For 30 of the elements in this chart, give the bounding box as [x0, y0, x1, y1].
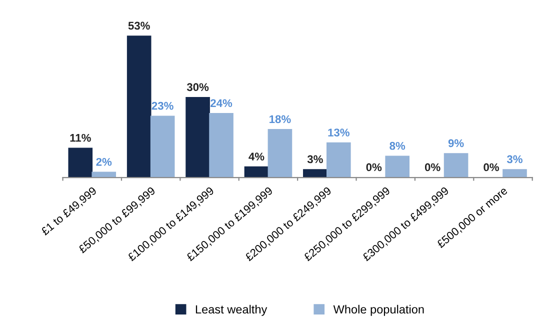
data-label: 9% [448, 139, 464, 148]
bar [326, 142, 351, 178]
data-label: 4% [248, 152, 264, 160]
bar [385, 156, 410, 178]
data-label: 0% [366, 163, 382, 172]
bar [444, 153, 468, 178]
bar [126, 36, 152, 178]
data-label: 18% [270, 115, 291, 124]
data-label: 0% [484, 163, 499, 172]
legend-label: Whole population [333, 304, 424, 316]
legend-label: Least wealthy [196, 304, 268, 316]
bar [150, 116, 175, 178]
bar [303, 169, 328, 178]
data-label: 11% [70, 134, 91, 142]
data-label: 23% [152, 102, 174, 110]
data-label: 3% [307, 155, 323, 164]
bar [502, 169, 527, 178]
bar [186, 96, 210, 178]
data-label: 3% [506, 155, 522, 164]
data-label: 53% [128, 22, 150, 30]
data-label: 13% [328, 128, 350, 136]
data-label: 24% [210, 99, 232, 108]
bar [268, 129, 292, 178]
data-label: 2% [96, 158, 112, 166]
data-label: 8% [390, 142, 406, 150]
bar [209, 113, 234, 178]
bar [68, 148, 93, 178]
data-label: 30% [186, 83, 209, 92]
bar [244, 166, 269, 178]
data-label: 0% [424, 163, 440, 172]
